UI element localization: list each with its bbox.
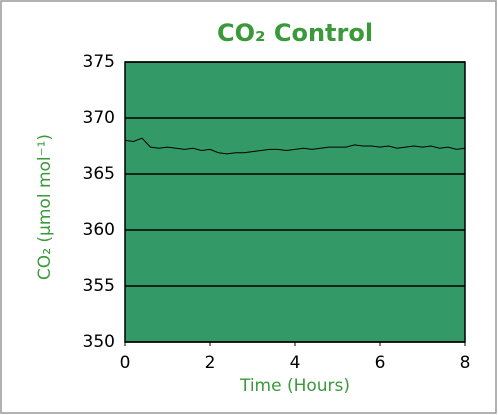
y-tick-label: 355 [83, 276, 115, 296]
y-tick-label: 350 [83, 332, 115, 352]
x-tick-label: 2 [205, 353, 216, 373]
y-tick-label: 365 [83, 164, 115, 184]
chart-title: CO₂ Control [217, 19, 373, 47]
plot-area [124, 61, 466, 343]
x-tick-label: 6 [375, 353, 386, 373]
y-tick-label: 370 [83, 108, 115, 128]
x-tick-label: 8 [460, 353, 471, 373]
data-line [124, 137, 466, 155]
x-axis-label: Time (Hours) [239, 376, 350, 396]
x-tick-label: 0 [120, 353, 131, 373]
x-tick-label: 4 [290, 353, 301, 373]
y-tick-label: 360 [83, 220, 115, 240]
y-tick-label: 375 [83, 52, 115, 72]
y-axis-label: CO₂ (µmol mol⁻¹) [35, 134, 55, 280]
